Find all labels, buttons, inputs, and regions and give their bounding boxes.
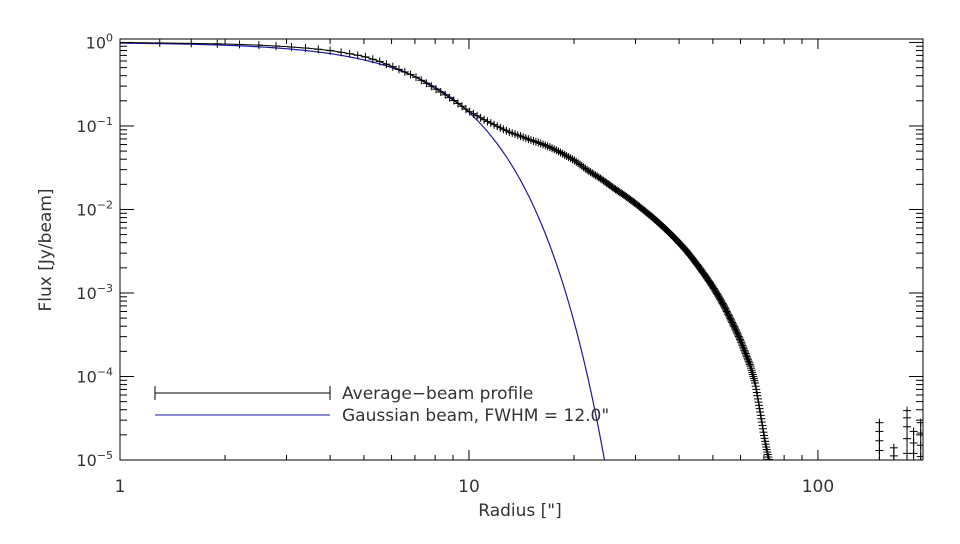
- y-tick-base: 10: [76, 117, 96, 136]
- series-layer: [120, 39, 923, 460]
- y-tick-exp: −3: [97, 282, 113, 295]
- y-axis-label: Flux [Jy/beam]: [36, 188, 56, 311]
- y-tick-base: 10: [86, 33, 106, 52]
- y-tick-base: 10: [76, 367, 96, 386]
- y-tick-exp: −1: [97, 115, 113, 128]
- series-average-beam-markers: [120, 39, 923, 460]
- y-tick-label: 100: [86, 31, 113, 52]
- plot-frame: [119, 38, 924, 461]
- x-tick-label: 1: [115, 477, 126, 497]
- x-tick-label: 10: [458, 477, 480, 497]
- legend-label-profile: Average−beam profile: [342, 384, 533, 404]
- x-axis-label: Radius ["]: [478, 501, 562, 521]
- y-tick-base: 10: [76, 284, 96, 303]
- legend-label-gaussian: Gaussian beam, FWHM = 12.0": [342, 406, 609, 426]
- y-tick-exp: −5: [97, 449, 113, 462]
- y-tick-base: 10: [76, 451, 96, 470]
- y-tick-label: 10−4: [76, 365, 113, 386]
- y-tick-label: 10−1: [76, 115, 113, 136]
- y-tick-exp: −2: [97, 198, 113, 211]
- y-tick-label: 10−2: [76, 198, 113, 219]
- y-tick-label: 10−3: [76, 282, 113, 303]
- y-tick-base: 10: [76, 200, 96, 219]
- x-tick-label: 100: [802, 477, 834, 497]
- legend: Average−beam profile Gaussian beam, FWHM…: [154, 384, 609, 426]
- y-tick-label: 10−5: [76, 449, 113, 470]
- y-tick-exp: −4: [97, 365, 113, 378]
- y-tick-exp: 0: [106, 31, 113, 44]
- series-gaussian-beam-line: [120, 42, 606, 460]
